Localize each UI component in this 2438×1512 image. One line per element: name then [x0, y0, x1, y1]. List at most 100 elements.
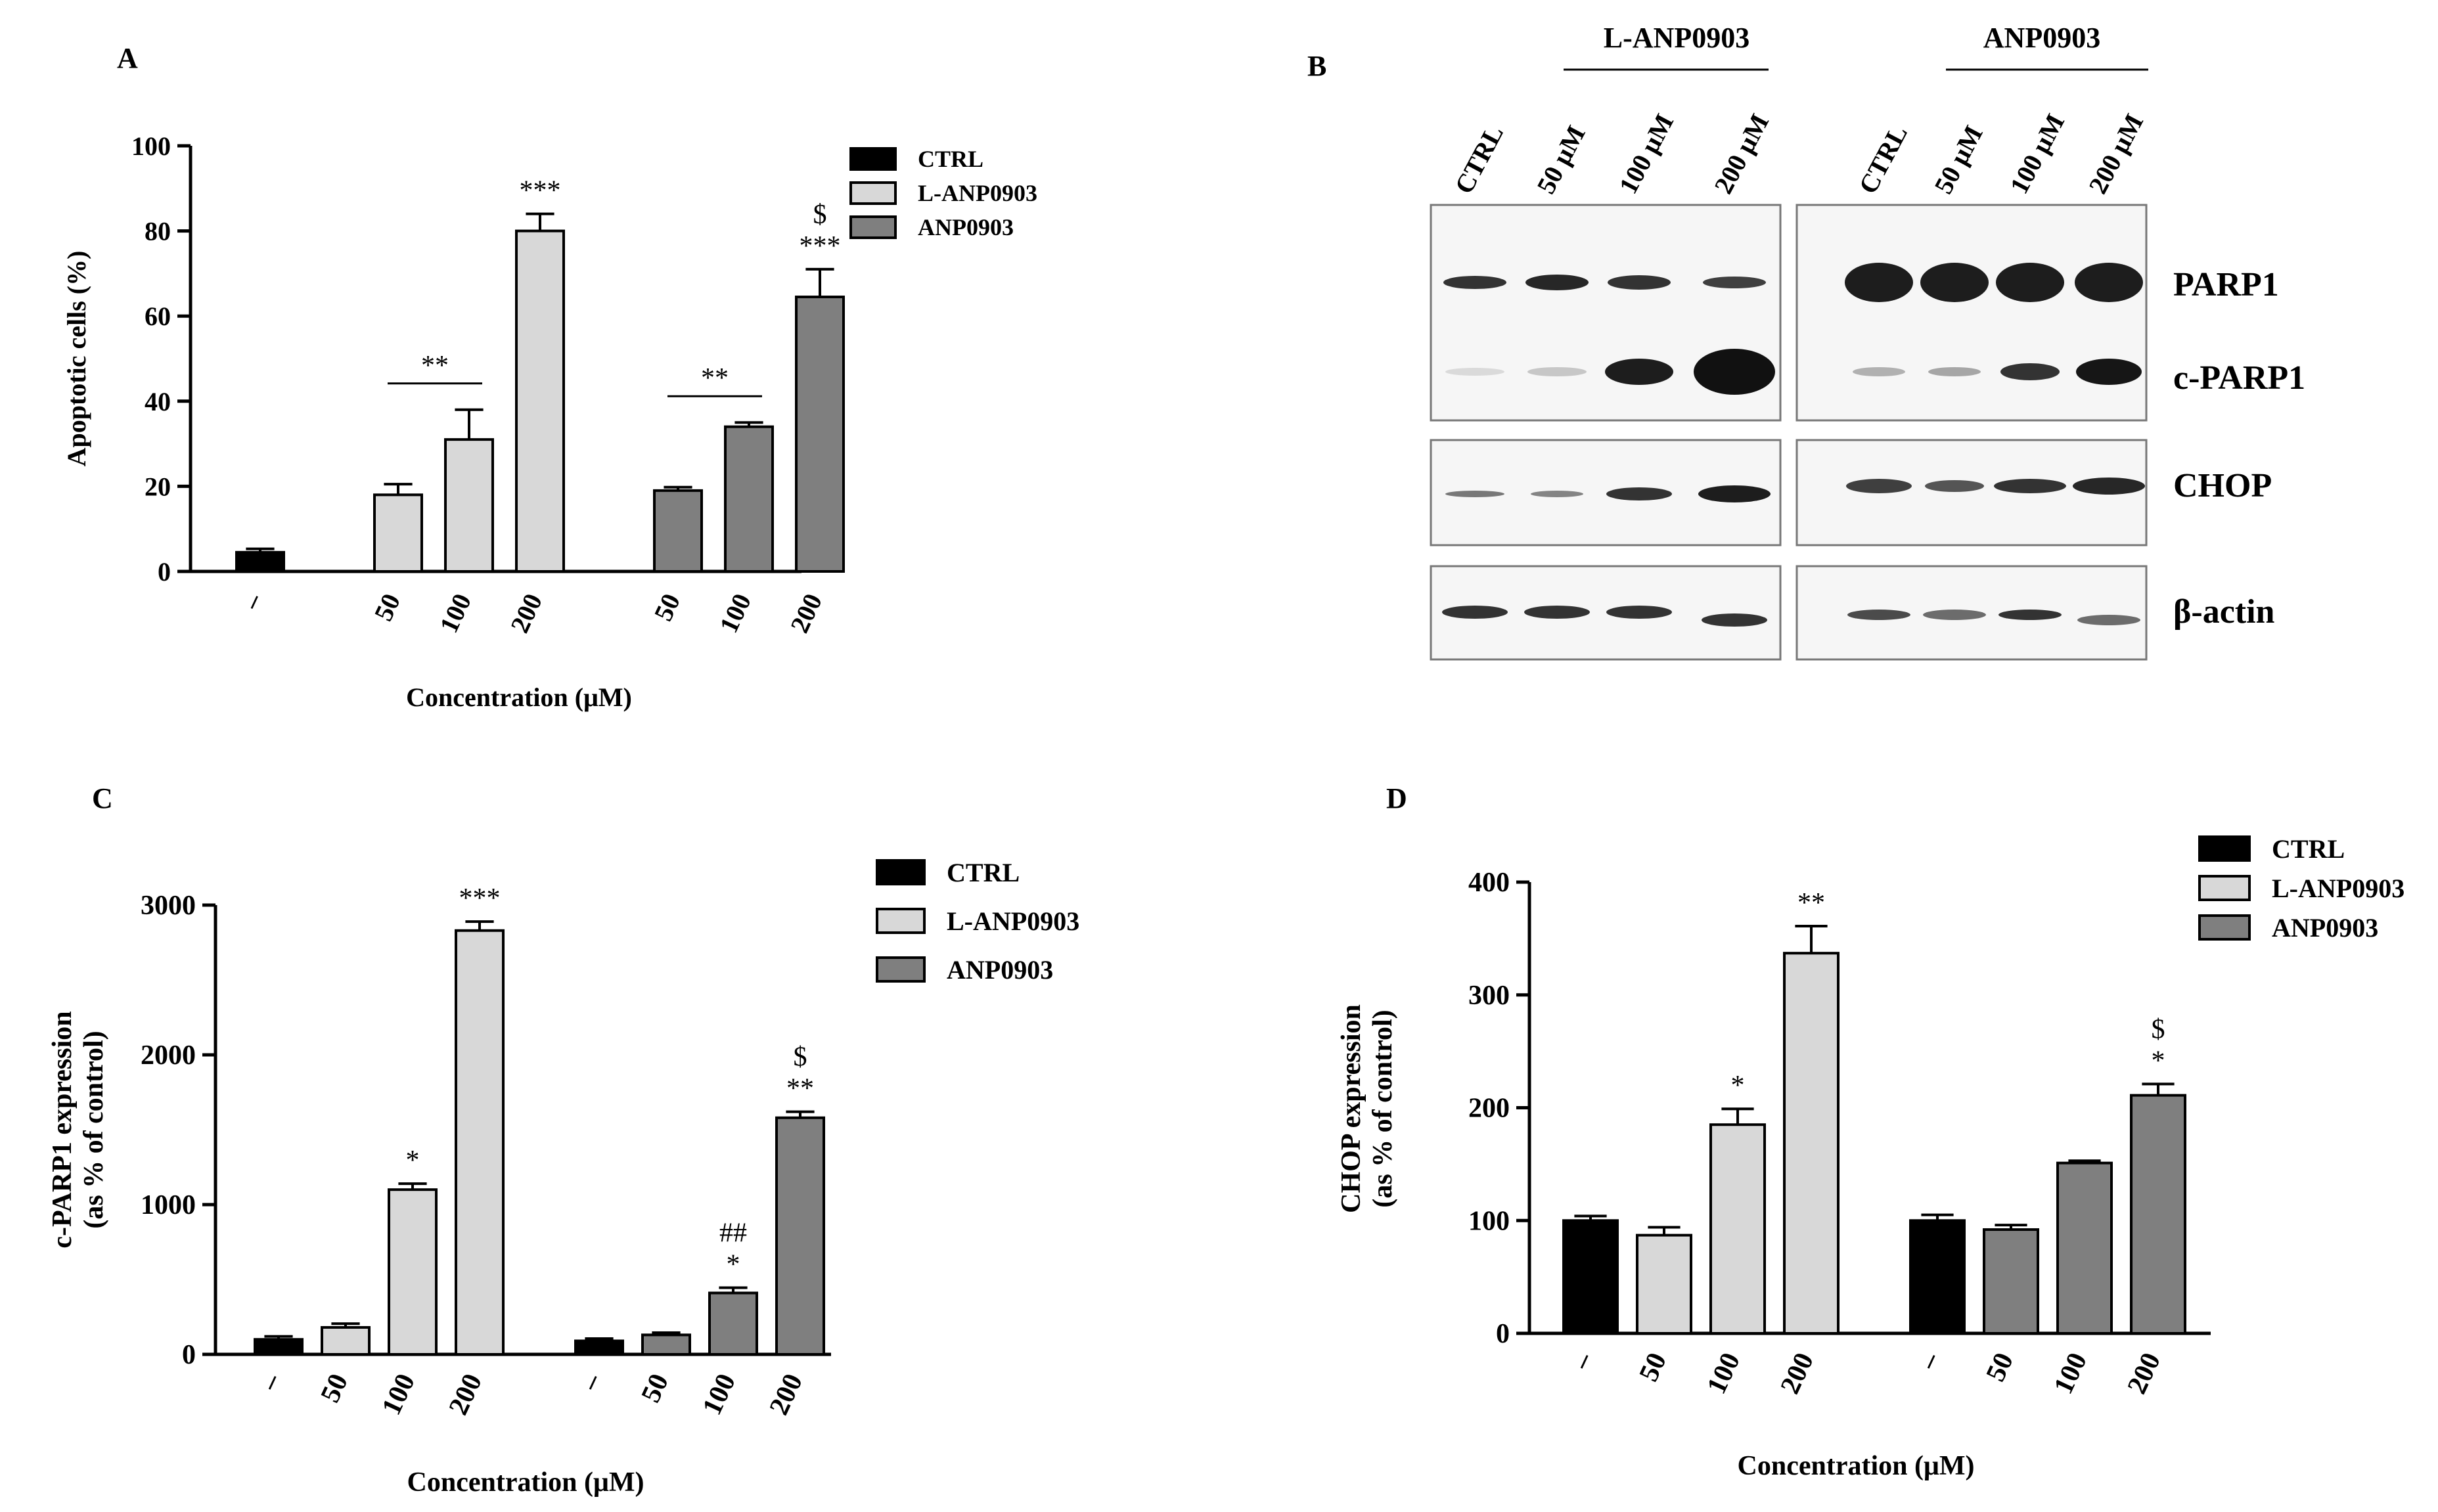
- bar: [2130, 1094, 2186, 1335]
- bar: [775, 1116, 825, 1356]
- c-parp1-band: [1853, 367, 1905, 376]
- blot-row-label: β-actin: [2173, 593, 2275, 631]
- actin-band: [1998, 610, 2062, 620]
- c-parp1-band: [1527, 367, 1587, 376]
- legend-label: ANP0903: [2272, 913, 2378, 943]
- legend-swatch: [849, 181, 897, 205]
- bar: [641, 1333, 691, 1356]
- x-tick-label: 50: [636, 1369, 675, 1408]
- bar: [1909, 1219, 1966, 1335]
- chop-band: [1445, 491, 1504, 497]
- parp1-band: [1703, 277, 1766, 288]
- y-tick-label: 80: [145, 217, 171, 246]
- bar: [235, 550, 285, 573]
- x-tick-label: 50: [315, 1369, 354, 1408]
- significance-mark: ***: [459, 883, 501, 914]
- y-tick-label: 2000: [141, 1040, 196, 1071]
- bar: [254, 1338, 304, 1356]
- y-tick-label: 20: [145, 472, 171, 501]
- chop-band: [1994, 479, 2066, 493]
- legend-swatch: [849, 147, 897, 171]
- lane-label: 50 μM: [1928, 121, 1989, 199]
- bar: [1983, 1228, 2039, 1335]
- panel-label-b: B: [1307, 50, 1326, 82]
- x-axis-title: Concentration (μM): [1738, 1451, 1975, 1481]
- significance-mark: $: [794, 1042, 807, 1073]
- bracket-label: **: [421, 351, 449, 381]
- parp1-band: [1443, 276, 1506, 289]
- chop-band: [1846, 479, 1912, 493]
- legend-label: CTRL: [2272, 834, 2345, 864]
- c-parp1-band: [1694, 349, 1775, 395]
- significance-mark: *: [2152, 1046, 2165, 1076]
- y-axis-title: Apoptotic cells (%): [62, 251, 91, 467]
- x-tick-label: 50: [368, 589, 406, 625]
- x-tick-label: –: [574, 1369, 608, 1395]
- actin-band: [1702, 613, 1767, 627]
- y-tick-label: 3000: [141, 891, 196, 921]
- bar: [515, 229, 565, 573]
- legend-label: CTRL: [947, 858, 1020, 887]
- y-tick-label: 200: [1468, 1094, 1510, 1124]
- c-parp1-band: [1605, 359, 1673, 385]
- x-axis-title: Concentration (μM): [407, 1467, 644, 1498]
- blot-row-label: c-PARP1: [2173, 359, 2305, 397]
- x-tick-label: 200: [443, 1369, 488, 1420]
- lane-label: 200 μM: [1708, 109, 1774, 198]
- y-tick-label: 100: [131, 131, 171, 161]
- legend-swatch: [2198, 875, 2251, 901]
- panel-label-c: C: [92, 782, 113, 814]
- significance-mark: *: [727, 1250, 740, 1280]
- chop-band: [1531, 491, 1583, 497]
- x-tick-label: 200: [764, 1369, 809, 1420]
- bar: [1783, 952, 1840, 1335]
- bar: [574, 1339, 624, 1356]
- c-parp1-band: [1445, 368, 1504, 376]
- y-tick-label: 100: [1468, 1206, 1510, 1236]
- panel-d-chart: D 0 100 200 300 400 CHOP expression (as % of c…: [1336, 782, 2404, 1481]
- significance-mark: ##: [719, 1218, 747, 1249]
- x-tick-label: 200: [2122, 1348, 2167, 1399]
- panel-c-chart: C 0 1000 2000 3000 c-PARP1 expression (as % o…: [47, 782, 1079, 1498]
- bar: [373, 493, 423, 573]
- bar: [1562, 1219, 1619, 1335]
- x-tick-label: 200: [505, 589, 548, 637]
- y-tick-label: 40: [145, 387, 171, 416]
- y-tick-label: 300: [1468, 981, 1510, 1011]
- bar: [653, 489, 703, 573]
- bar: [321, 1325, 371, 1356]
- lane-label: 100 μM: [1613, 109, 1679, 198]
- legend-label: L-ANP0903: [918, 180, 1037, 206]
- chop-band: [1698, 485, 1771, 502]
- actin-blot: [1430, 565, 1782, 661]
- bar: [2056, 1161, 2113, 1335]
- actin-band: [2077, 615, 2140, 625]
- x-tick-label: 100: [1702, 1348, 1746, 1399]
- legend-label: L-ANP0903: [947, 906, 1079, 936]
- legend-swatch: [2198, 835, 2251, 862]
- legend-label: CTRL: [918, 146, 983, 172]
- significance-mark: *: [1731, 1071, 1745, 1101]
- parp1-band: [1996, 263, 2064, 302]
- chop-band: [2073, 478, 2145, 495]
- legend-swatch: [2198, 914, 2251, 941]
- legend-swatch: [876, 859, 926, 885]
- x-tick-label: 200: [784, 589, 828, 637]
- x-tick-label: –: [1912, 1348, 1946, 1374]
- y-tick-label: 0: [182, 1340, 196, 1370]
- bar: [795, 296, 845, 573]
- parp1-band: [1920, 263, 1989, 302]
- x-tick-label: 100: [2048, 1348, 2093, 1399]
- significance-mark: *: [406, 1145, 420, 1176]
- actin-band: [1606, 606, 1672, 619]
- lane-label: 200 μM: [2083, 109, 2149, 198]
- bar: [1709, 1123, 1766, 1335]
- significance-mark: $: [2152, 1014, 2165, 1044]
- c-parp1-band: [2000, 363, 2060, 380]
- x-tick-label: –: [235, 589, 268, 614]
- chop-band: [1606, 487, 1672, 500]
- parp1-blot: [1795, 204, 2148, 422]
- bar: [1636, 1234, 1692, 1335]
